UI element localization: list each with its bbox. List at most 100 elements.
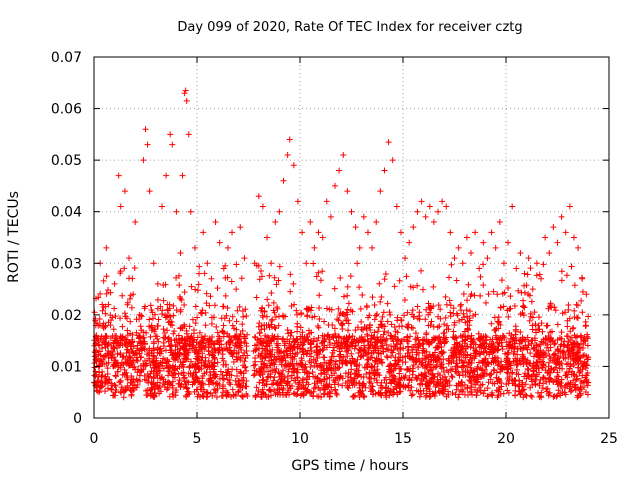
data-point — [157, 350, 164, 357]
data-point — [164, 327, 171, 334]
data-point — [312, 358, 319, 365]
data-point — [572, 381, 579, 388]
data-point — [478, 342, 485, 349]
data-point — [265, 368, 272, 375]
data-point — [107, 322, 114, 329]
data-point — [494, 291, 501, 298]
data-point — [214, 359, 221, 366]
data-point — [191, 347, 198, 354]
data-point — [414, 208, 421, 215]
data-point — [175, 371, 182, 378]
data-point — [352, 224, 359, 231]
data-point — [445, 326, 452, 333]
data-point — [179, 172, 186, 179]
data-point — [486, 351, 493, 358]
data-point — [510, 378, 517, 385]
data-point — [460, 290, 467, 297]
data-point — [106, 376, 113, 383]
data-point — [150, 345, 157, 352]
data-point — [550, 224, 557, 231]
data-point — [468, 291, 475, 298]
data-point — [428, 305, 435, 312]
data-point — [356, 244, 363, 251]
data-point — [516, 337, 523, 344]
data-point — [432, 335, 439, 342]
data-point — [371, 316, 378, 323]
data-point — [348, 350, 355, 357]
data-point — [328, 384, 335, 391]
data-point — [388, 363, 395, 370]
data-point — [128, 304, 135, 311]
data-point — [109, 392, 116, 399]
data-point — [470, 312, 477, 319]
data-point — [154, 296, 161, 303]
data-point — [126, 353, 133, 360]
data-point — [219, 328, 226, 335]
data-point — [147, 362, 154, 369]
data-point — [104, 286, 111, 293]
data-point — [405, 384, 412, 391]
data-point — [467, 373, 474, 380]
data-point — [327, 359, 334, 366]
data-point — [180, 375, 187, 382]
data-point — [559, 348, 566, 355]
data-point — [391, 389, 398, 396]
data-point — [229, 229, 236, 236]
data-point — [446, 274, 453, 281]
data-point — [311, 313, 318, 320]
data-point — [309, 314, 316, 321]
data-point — [467, 364, 474, 371]
data-point — [192, 320, 199, 327]
data-point — [523, 282, 530, 289]
data-point — [263, 313, 270, 320]
data-point — [91, 309, 98, 316]
data-point — [433, 355, 440, 362]
data-point — [443, 203, 450, 210]
data-point — [583, 291, 590, 298]
data-point — [100, 320, 107, 327]
data-point — [493, 374, 500, 381]
data-point — [524, 271, 531, 278]
data-point — [186, 390, 193, 397]
data-point — [455, 244, 462, 251]
data-point — [465, 281, 472, 288]
data-point — [195, 281, 202, 288]
data-point — [409, 354, 416, 361]
data-point — [477, 387, 484, 394]
data-point — [386, 368, 393, 375]
data-point — [474, 388, 481, 395]
data-point — [454, 363, 461, 370]
data-point — [338, 339, 345, 346]
data-point — [436, 389, 443, 396]
data-point — [463, 307, 470, 314]
data-point — [332, 182, 339, 189]
data-point — [416, 381, 423, 388]
data-point — [304, 336, 311, 343]
data-point — [579, 309, 586, 316]
data-point — [406, 239, 413, 246]
data-point — [396, 375, 403, 382]
data-point — [203, 300, 210, 307]
data-point — [448, 373, 455, 380]
data-point — [263, 378, 270, 385]
data-point — [360, 213, 367, 220]
data-point — [264, 340, 271, 347]
data-point — [219, 371, 226, 378]
data-point — [316, 315, 323, 322]
data-point — [381, 167, 388, 174]
data-point — [418, 360, 425, 367]
data-point — [165, 307, 172, 314]
data-point — [520, 297, 527, 304]
data-point — [418, 267, 425, 274]
data-point — [504, 370, 511, 377]
data-point — [416, 316, 423, 323]
data-point — [323, 359, 330, 366]
data-point — [256, 345, 263, 352]
data-point — [533, 342, 540, 349]
data-point — [509, 203, 516, 210]
data-point — [316, 362, 323, 369]
data-point — [428, 378, 435, 385]
data-point — [207, 293, 214, 300]
data-point — [486, 372, 493, 379]
data-point — [253, 384, 260, 391]
